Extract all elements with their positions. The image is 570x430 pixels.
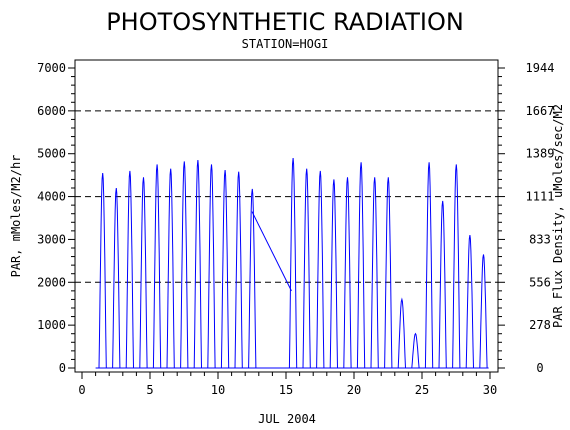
- y2-tick-label: 1944: [526, 61, 555, 75]
- reference-lines: [75, 110, 498, 283]
- y-tick-label: 1000: [37, 318, 66, 332]
- x-axis-title: JUL 2004: [258, 412, 316, 426]
- y-axis-left: 0 1000 2000 3000 4000 5000 6000 7000: [37, 61, 75, 375]
- y-tick-label: 0: [59, 361, 66, 375]
- y-tick-label: 2000: [37, 275, 66, 289]
- y-tick-label: 6000: [37, 104, 66, 118]
- y-tick-label: 7000: [37, 61, 66, 75]
- y-axis-title: PAR, mMoles/M2/hr: [9, 155, 23, 278]
- y-tick-label: 4000: [37, 190, 66, 204]
- chart-subtitle: STATION=HOGI: [242, 37, 329, 51]
- y2-tick-label: 1389: [526, 147, 555, 161]
- y-axis-right: 0 278 556 833 1111 1389 1667 1944: [498, 61, 554, 375]
- series-gap-line: [251, 211, 292, 292]
- series-line: [98, 157, 488, 369]
- chart-title: PHOTOSYNTHETIC RADIATION: [106, 8, 464, 36]
- x-tick-label: 30: [483, 383, 497, 397]
- x-tick-label: 20: [347, 383, 361, 397]
- x-tick-label: 15: [279, 383, 293, 397]
- y-tick-label: 5000: [37, 147, 66, 161]
- y2-tick-label: 556: [529, 275, 551, 289]
- y2-tick-label: 278: [529, 318, 551, 332]
- y2-tick-label: 0: [536, 361, 543, 375]
- x-tick-label: 10: [211, 383, 225, 397]
- y2-tick-label: 1111: [526, 190, 555, 204]
- x-tick-label: 0: [78, 383, 85, 397]
- x-tick-label: 5: [146, 383, 153, 397]
- plot-frame: [74, 59, 499, 373]
- y-tick-label: 3000: [37, 232, 66, 246]
- y2-tick-label: 833: [529, 232, 551, 246]
- par-series: [95, 157, 489, 369]
- x-axis: 0 5 10 15 20 25 30: [78, 372, 497, 397]
- y2-tick-label: 1667: [526, 104, 555, 118]
- x-tick-label: 25: [415, 383, 429, 397]
- y2-axis-title: PAR Flux Density, uMoles/sec/M2: [551, 104, 565, 328]
